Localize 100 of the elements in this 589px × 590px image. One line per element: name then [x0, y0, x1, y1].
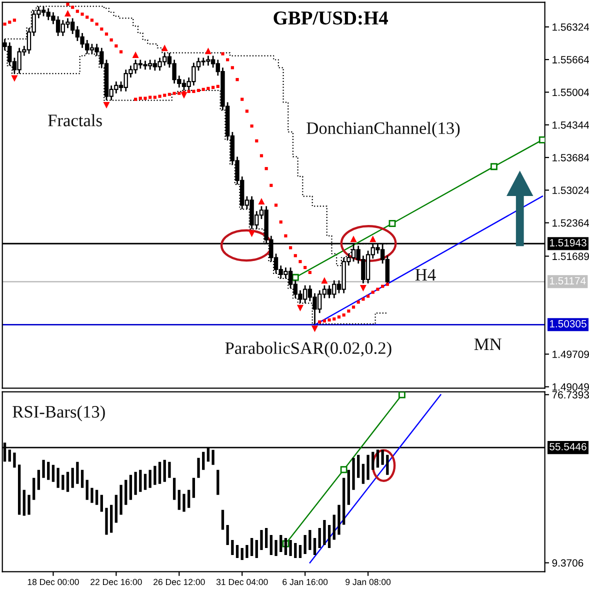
bar	[318, 528, 321, 548]
bar	[289, 540, 292, 556]
bar	[308, 530, 312, 550]
bar	[172, 478, 176, 500]
bar	[270, 535, 272, 555]
bar	[332, 514, 336, 540]
bar	[154, 466, 156, 485]
bar	[66, 472, 70, 492]
bar	[347, 470, 350, 505]
bar	[100, 494, 103, 512]
bar	[47, 462, 50, 480]
bar	[366, 454, 370, 480]
bar	[362, 464, 365, 484]
bar	[148, 470, 152, 488]
bar	[56, 468, 60, 488]
bar	[264, 528, 268, 548]
point	[538, 136, 545, 144]
y-tick-label: 1.49049	[552, 383, 589, 391]
chart-title: GBP/USD:H4	[274, 12, 388, 25]
bar	[231, 540, 234, 555]
bar	[124, 480, 128, 505]
bar	[42, 460, 45, 478]
ref-line-label: 1.50305	[550, 320, 586, 328]
point	[490, 163, 498, 170]
bar	[212, 450, 214, 465]
y-tick-label: 1.55004	[552, 88, 589, 96]
bar	[357, 454, 360, 478]
ref-line-label: 55.5446	[550, 442, 586, 450]
bar	[323, 520, 326, 546]
y-tick-label: 1.51689	[552, 252, 589, 260]
bar	[95, 490, 98, 505]
bar	[342, 478, 346, 525]
point	[312, 326, 318, 332]
bar	[381, 450, 384, 465]
point	[350, 236, 357, 242]
ref-line-label: 1.51174	[550, 277, 586, 284]
bar	[372, 452, 374, 470]
bar	[250, 538, 254, 556]
x-tick-label: 9 Jan 08:00	[346, 578, 391, 586]
bar	[298, 545, 302, 558]
point	[398, 392, 406, 398]
x-tick-label: 6 Jan 16:00	[282, 578, 328, 586]
bar	[52, 464, 55, 482]
bar	[129, 474, 132, 500]
point	[340, 466, 348, 474]
bar	[304, 535, 306, 554]
bar	[202, 452, 205, 470]
x-tick-label: 22 Dec 16:00	[90, 578, 142, 586]
y-tick-label: 1.52364	[552, 219, 589, 227]
bar	[221, 510, 224, 530]
point	[161, 44, 168, 52]
bar	[90, 488, 94, 503]
bar	[80, 470, 84, 488]
bar	[197, 458, 200, 478]
bar	[110, 504, 113, 533]
y-tick-label: 76.7393	[552, 391, 589, 399]
bar	[352, 458, 355, 490]
y-tick-label: 1.53024	[552, 186, 589, 194]
point	[388, 220, 396, 227]
bar	[236, 545, 239, 558]
point	[321, 277, 328, 284]
y-tick-label: 1.56324	[552, 23, 589, 31]
annotation: Fractals	[48, 114, 102, 126]
bar	[114, 494, 118, 523]
annotation: H4	[415, 269, 436, 280]
bar	[338, 504, 340, 535]
x-tick-label: 31 Dec 04:00	[216, 578, 268, 586]
bar	[13, 452, 16, 468]
bar	[120, 484, 122, 515]
bar	[260, 530, 263, 550]
point	[296, 304, 304, 312]
bar	[144, 474, 147, 490]
point	[292, 274, 299, 281]
bar	[226, 525, 229, 546]
bar	[22, 490, 26, 516]
bar	[182, 494, 186, 512]
point	[360, 285, 366, 292]
bar	[313, 538, 316, 555]
annotation: RSI-Bars(13)	[12, 405, 105, 422]
bar	[37, 470, 40, 490]
bar	[280, 535, 282, 552]
x-tick-label: 18 Dec 00:00	[28, 578, 79, 586]
bar	[240, 548, 244, 560]
bar	[386, 454, 389, 475]
ref-line-label: 1.51943	[550, 239, 586, 246]
bar	[105, 508, 108, 535]
x-tick-label: 26 Dec 12:00	[154, 578, 205, 586]
y-tick-label: 9.3706	[552, 559, 584, 567]
y-tick-label: 1.49709	[552, 350, 589, 358]
y-tick-label: 1.53684	[552, 154, 589, 162]
bar	[62, 474, 64, 490]
point	[204, 48, 212, 54]
bar	[163, 460, 166, 482]
bar	[168, 462, 171, 478]
point	[180, 92, 188, 99]
bar	[294, 543, 297, 558]
point	[103, 102, 110, 109]
bar	[71, 468, 74, 488]
bar	[328, 525, 331, 548]
point	[370, 236, 376, 242]
